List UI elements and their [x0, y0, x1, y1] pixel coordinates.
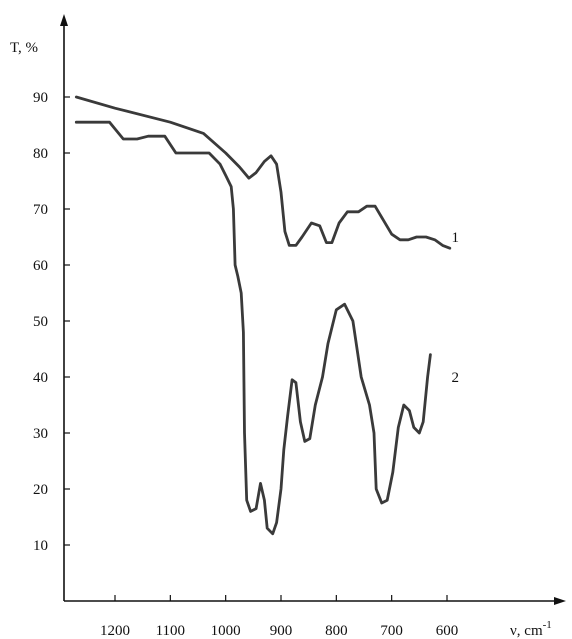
x-tick-label-900: 900: [270, 623, 293, 639]
series-line-1: [74, 95, 452, 250]
x-tick-label-1000: 1000: [211, 623, 241, 639]
y-tick-label-50: 50: [33, 314, 48, 330]
x-axis-title-main: ν, cm: [510, 623, 543, 639]
x-axis-arrow: [554, 597, 566, 605]
series-line-2: [74, 120, 432, 536]
y-tick-label-10: 10: [33, 538, 48, 554]
axes: [60, 14, 566, 605]
x-tick-label-700: 700: [380, 623, 403, 639]
x-tick-label-1100: 1100: [156, 623, 185, 639]
y-tick-label-40: 40: [33, 370, 48, 386]
ticks: 10 20 30 40 50 60 70 80 90 1200 1100 1000 900 800 700 6…: [33, 90, 458, 639]
y-tick-label-20: 20: [33, 482, 48, 498]
series-group: 12: [74, 95, 459, 536]
y-tick-label-30: 30: [33, 426, 48, 442]
y-tick-label-90: 90: [33, 90, 48, 106]
y-axis-title: T, %: [10, 40, 38, 56]
x-axis-title-superscript: -1: [543, 619, 552, 631]
y-tick-label-60: 60: [33, 258, 48, 274]
y-tick-label-80: 80: [33, 146, 48, 162]
x-tick-label-800: 800: [325, 623, 348, 639]
series-label-1: 1: [451, 230, 459, 246]
series-label-2: 2: [451, 370, 459, 386]
x-axis-title: ν, cm-1: [510, 619, 552, 639]
y-axis-arrow: [60, 14, 68, 26]
y-tick-label-70: 70: [33, 202, 48, 218]
x-tick-label-600: 600: [436, 623, 459, 639]
x-tick-label-1200: 1200: [100, 623, 130, 639]
